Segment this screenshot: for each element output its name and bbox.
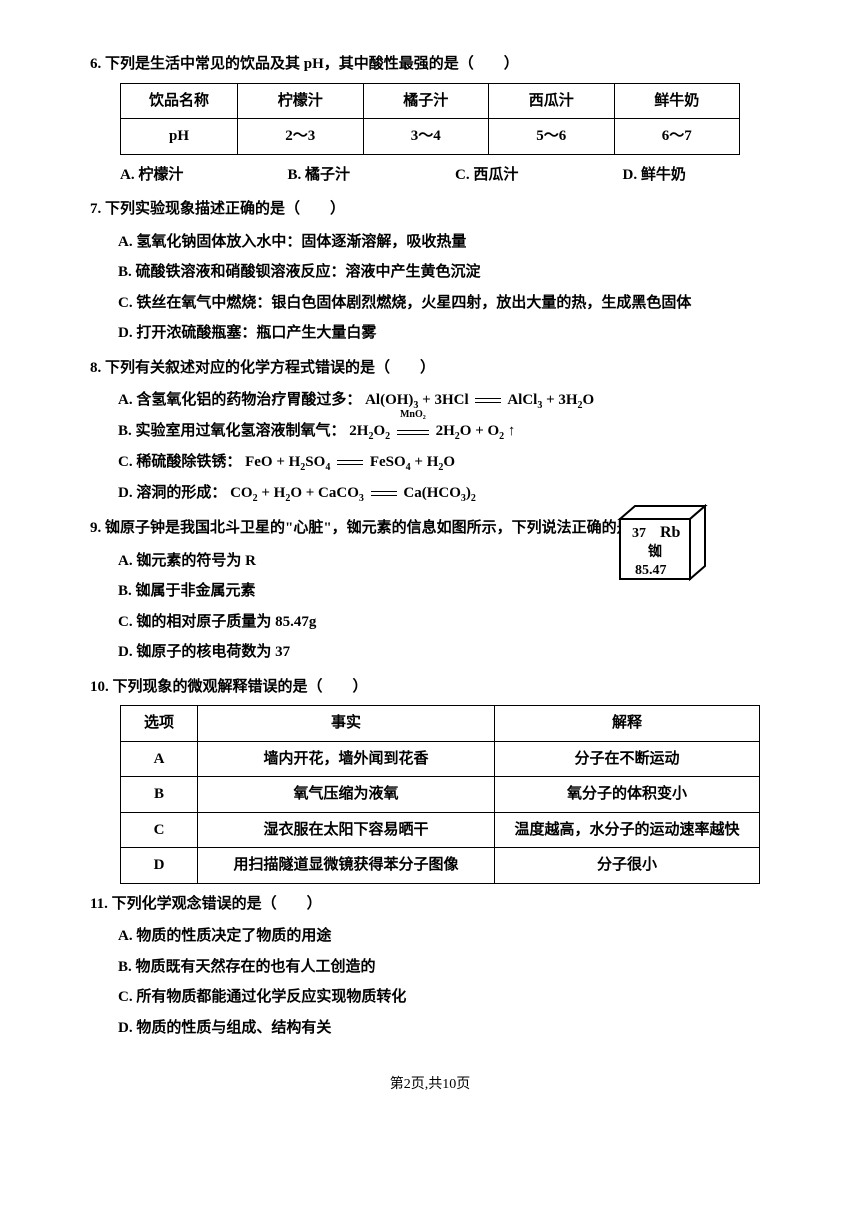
q9-opt-c: C. 铷的相对原子质量为 85.47g [90, 608, 770, 637]
element-cube: 37 Rb 铷 85.47 [610, 504, 710, 584]
cube-num: 37 [632, 526, 646, 541]
cube-sym: Rb [660, 524, 681, 541]
q11-opt-d: D. 物质的性质与组成、结构有关 [90, 1014, 770, 1043]
q7-opt-d: D. 打开浓硫酸瓶塞：瓶口产生大量白雾 [90, 319, 770, 348]
q8-opt-a: A. 含氢氧化铝的药物治疗胃酸过多： Al(OH)3 + 3HCl AlCl3 … [90, 386, 770, 415]
q10-table: 选项 事实 解释 A 墙内开花，墙外闻到花香 分子在不断运动 B 氧气压缩为液氧… [120, 705, 760, 884]
q8-opt-b: B. 实验室用过氧化氢溶液制氧气： 2H2O2 MnO₂ 2H2O + O2 ↑ [90, 417, 770, 446]
q6-options: A. 柠檬汁 B. 橘子汁 C. 西瓜汁 D. 鲜牛奶 [90, 161, 770, 190]
q8-eq-c: FeO + H2SO4 FeSO4 + H2O [245, 454, 455, 470]
question-9: 9. 铷原子钟是我国北斗卫星的"心脏"，铷元素的信息如图所示，下列说法正确的是（… [90, 514, 770, 667]
q7-opt-a: A. 氢氧化钠固体放入水中：固体逐渐溶解，吸收热量 [90, 228, 770, 257]
q7-opt-c: C. 铁丝在氧气中燃烧：银白色固体剧烈燃烧，火星四射，放出大量的热，生成黑色固体 [90, 289, 770, 318]
q7-opt-b: B. 硫酸铁溶液和硝酸钡溶液反应：溶液中产生黄色沉淀 [90, 258, 770, 287]
page-footer: 第2页,共10页 [90, 1072, 770, 1099]
q8-eq-d: CO2 + H2O + CaCO3 Ca(HCO3)2 [230, 485, 476, 501]
question-10: 10. 下列现象的微观解释错误的是（ ） 选项 事实 解释 A 墙内开花，墙外闻… [90, 673, 770, 884]
q10-text: 10. 下列现象的微观解释错误的是（ ） [90, 673, 770, 702]
q6-opt-a: A. 柠檬汁 [120, 161, 268, 190]
question-8: 8. 下列有关叙述对应的化学方程式错误的是（ ） A. 含氢氧化铝的药物治疗胃酸… [90, 354, 770, 509]
cube-mass: 85.47 [635, 563, 667, 578]
q6-opt-d: D. 鲜牛奶 [623, 161, 771, 190]
q7-text: 7. 下列实验现象描述正确的是（ ） [90, 195, 770, 224]
q11-opt-a: A. 物质的性质决定了物质的用途 [90, 922, 770, 951]
q6-opt-c: C. 西瓜汁 [455, 161, 603, 190]
q11-text: 11. 下列化学观念错误的是（ ） [90, 890, 770, 919]
q9-opt-d: D. 铷原子的核电荷数为 37 [90, 638, 770, 667]
q8-opt-c: C. 稀硫酸除铁锈： FeO + H2SO4 FeSO4 + H2O [90, 448, 770, 477]
q11-opt-c: C. 所有物质都能通过化学反应实现物质转化 [90, 983, 770, 1012]
q8-eq-b: 2H2O2 MnO₂ 2H2O + O2 ↑ [349, 423, 515, 439]
q8-text: 8. 下列有关叙述对应的化学方程式错误的是（ ） [90, 354, 770, 383]
question-7: 7. 下列实验现象描述正确的是（ ） A. 氢氧化钠固体放入水中：固体逐渐溶解，… [90, 195, 770, 348]
q6-text: 6. 下列是生活中常见的饮品及其 pH，其中酸性最强的是（ ） [90, 50, 770, 79]
q6-table: 饮品名称 柠檬汁 橘子汁 西瓜汁 鲜牛奶 pH 2～3 3～4 5～6 6～7 [120, 83, 740, 155]
cube-name: 铷 [648, 543, 662, 560]
question-6: 6. 下列是生活中常见的饮品及其 pH，其中酸性最强的是（ ） 饮品名称 柠檬汁… [90, 50, 770, 189]
q6-opt-b: B. 橘子汁 [288, 161, 436, 190]
question-11: 11. 下列化学观念错误的是（ ） A. 物质的性质决定了物质的用途 B. 物质… [90, 890, 770, 1043]
q11-opt-b: B. 物质既有天然存在的也有人工创造的 [90, 953, 770, 982]
